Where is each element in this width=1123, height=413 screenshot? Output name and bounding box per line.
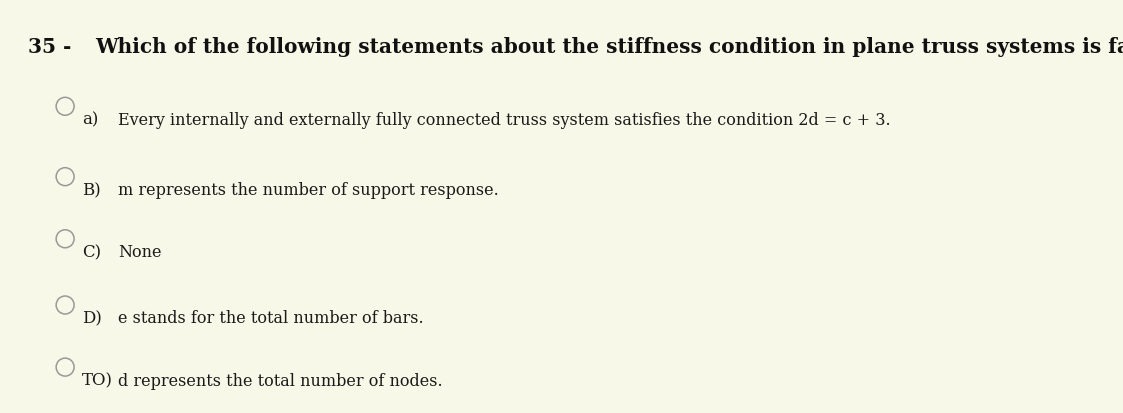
Text: m represents the number of support response.: m represents the number of support respo… xyxy=(118,182,499,199)
Text: Which of the following statements about the stiffness condition in plane truss s: Which of the following statements about … xyxy=(95,37,1123,57)
Text: a): a) xyxy=(82,112,99,128)
Text: B): B) xyxy=(82,182,101,199)
Text: D): D) xyxy=(82,310,102,327)
Text: C): C) xyxy=(82,244,101,261)
Text: None: None xyxy=(118,244,162,261)
Text: 35 -: 35 - xyxy=(28,37,72,57)
Text: d represents the total number of nodes.: d represents the total number of nodes. xyxy=(118,372,442,389)
Text: TO): TO) xyxy=(82,372,113,389)
Text: e stands for the total number of bars.: e stands for the total number of bars. xyxy=(118,310,423,327)
Text: Every internally and externally fully connected truss system satisfies the condi: Every internally and externally fully co… xyxy=(118,112,891,128)
